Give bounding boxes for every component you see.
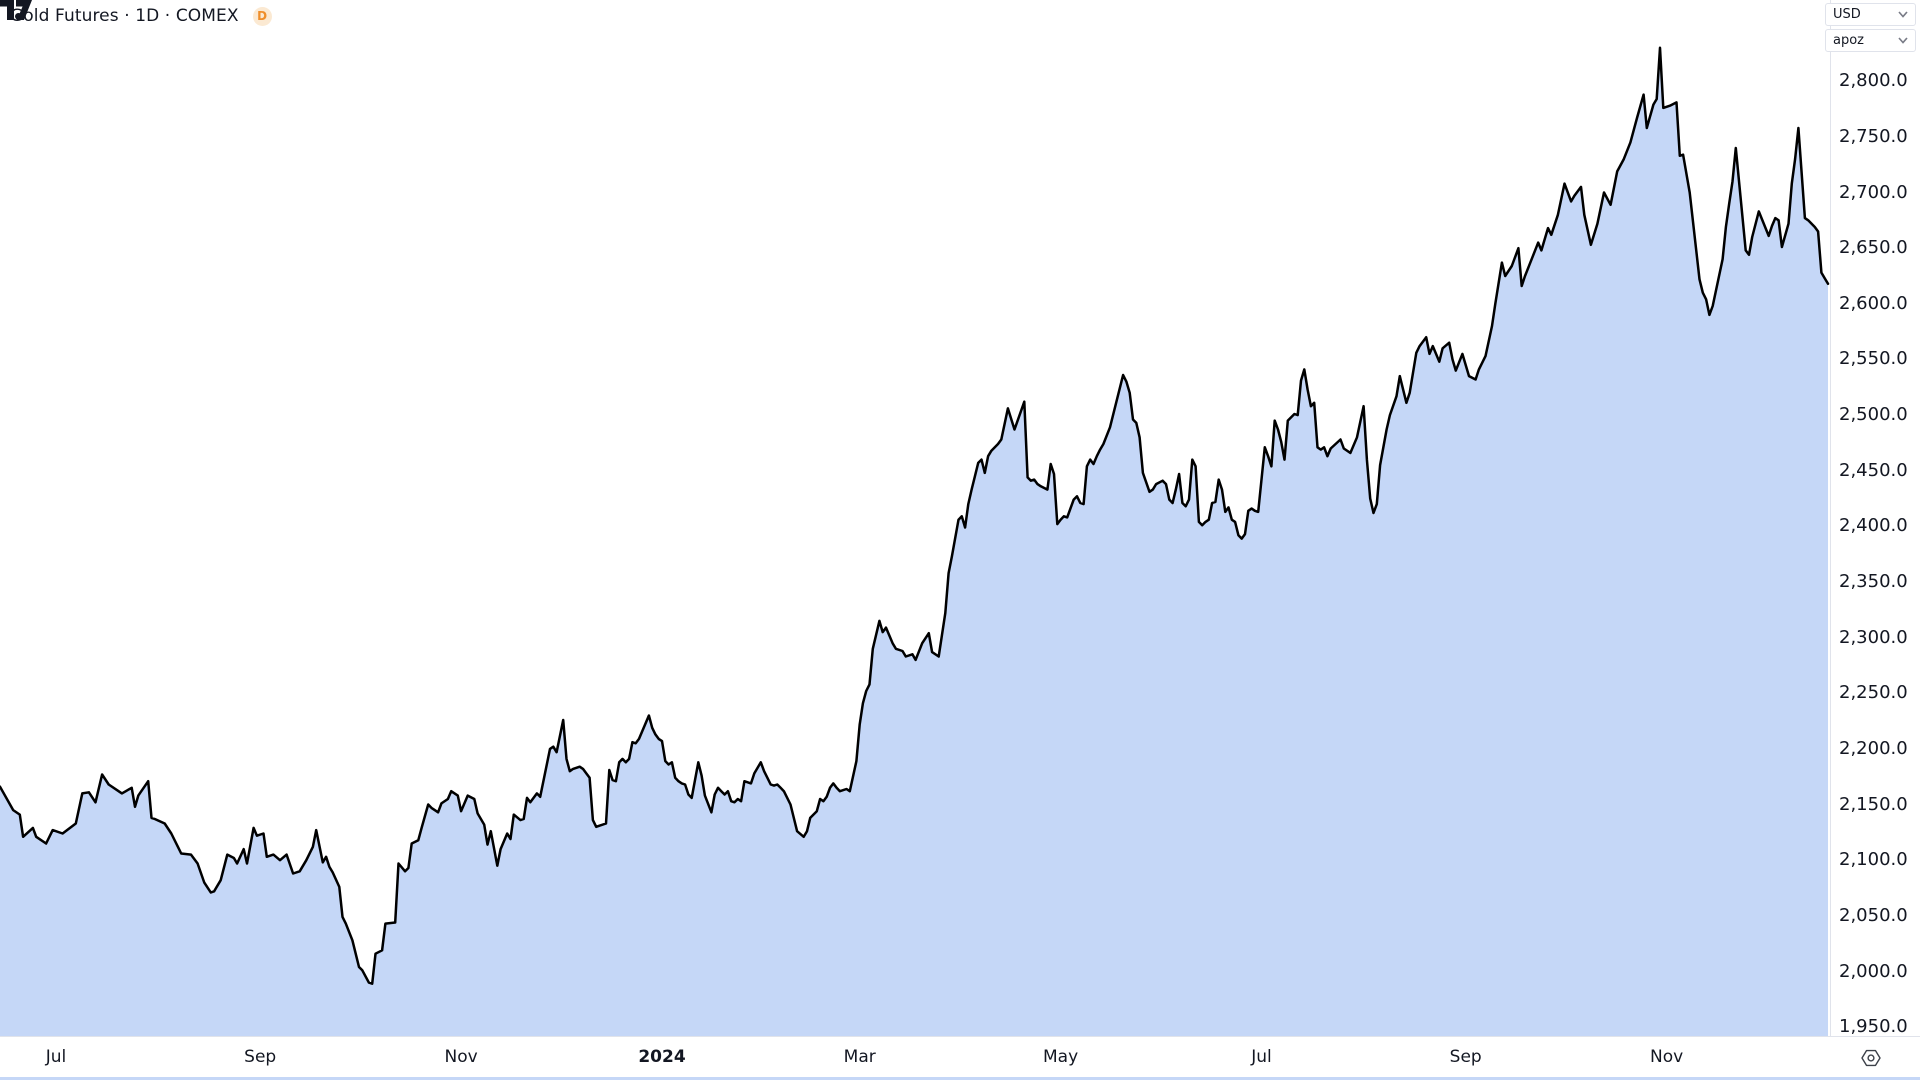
price-tick-label: 2,250.0 [1839, 682, 1908, 704]
time-tick-label: Sep [1449, 1047, 1482, 1067]
unit-select-value: apoz [1833, 33, 1864, 48]
price-tick-label: 2,000.0 [1839, 960, 1908, 982]
time-tick-label: Nov [1650, 1047, 1684, 1067]
price-tick-label: 2,500.0 [1839, 404, 1908, 426]
price-tick-label: 2,100.0 [1839, 849, 1908, 871]
price-tick-label: 2,150.0 [1839, 793, 1908, 815]
price-tick-label: 2,400.0 [1839, 515, 1908, 537]
price-tick-label: 2,300.0 [1839, 626, 1908, 648]
price-area-series [0, 46, 1830, 1036]
time-tick-label: May [1043, 1047, 1079, 1067]
price-tick-label: 2,650.0 [1839, 237, 1908, 259]
tradingview-logo[interactable] [0, 0, 32, 20]
price-axis[interactable]: 2,800.0 2,750.0 2,700.0 2,650.0 2,600.0 2,550… [1830, 0, 1920, 1080]
time-tick-label: Mar [843, 1047, 876, 1067]
chevron-down-icon [1898, 37, 1908, 44]
delayed-data-badge[interactable]: D [252, 6, 272, 26]
area-fill [0, 47, 1828, 1036]
symbol-header: Gold Futures · 1D · COMEX D [10, 3, 272, 29]
pane-separator [0, 1077, 1920, 1080]
time-tick-label: Jul [45, 1047, 67, 1067]
price-tick-label: 2,050.0 [1839, 904, 1908, 926]
symbol-title: Gold Futures · 1D · COMEX [10, 6, 239, 26]
gear-icon [1861, 1049, 1881, 1067]
chevron-down-icon [1898, 11, 1908, 18]
chart-canvas[interactable]: Gold Futures · 1D · COMEX D [0, 0, 1830, 1036]
time-axis[interactable]: Jul Sep Nov 2024 Mar May Jul Sep Nov [0, 1036, 1920, 1077]
price-tick-label: 1,950.0 [1839, 1016, 1908, 1038]
price-tick-label: 2,550.0 [1839, 348, 1908, 370]
time-tick-label: 2024 [638, 1047, 686, 1067]
price-tick-label: 2,350.0 [1839, 571, 1908, 592]
unit-select[interactable]: apoz [1825, 29, 1916, 52]
price-tick-label: 2,450.0 [1839, 459, 1908, 481]
price-tick-label: 2,200.0 [1839, 737, 1908, 759]
price-tick-label: 2,800.0 [1839, 70, 1908, 92]
price-tick-label: 2,750.0 [1839, 125, 1908, 147]
price-tick-label: 2,700.0 [1839, 181, 1908, 203]
time-tick-label: Sep [244, 1047, 277, 1067]
time-tick-label: Nov [444, 1047, 478, 1067]
currency-select-value: USD [1833, 7, 1861, 22]
currency-select[interactable]: USD [1825, 3, 1916, 26]
price-line [0, 46, 1830, 985]
price-tick-label: 2,600.0 [1839, 292, 1908, 314]
axis-settings-button[interactable] [1859, 1047, 1883, 1069]
time-tick-label: Jul [1251, 1047, 1272, 1067]
